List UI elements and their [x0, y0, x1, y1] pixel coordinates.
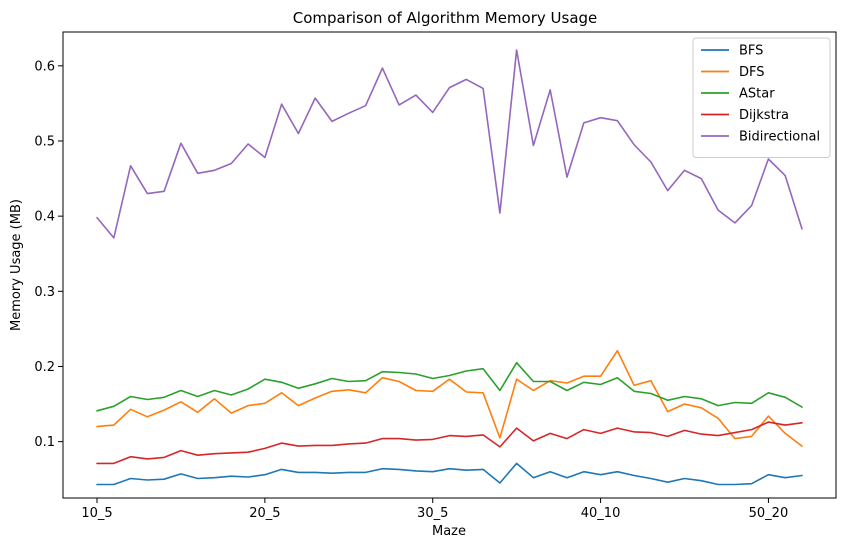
y-tick-label: 0.3 — [34, 285, 55, 300]
legend-label: AStar — [739, 87, 775, 102]
x-tick-label: 20_5 — [249, 506, 280, 521]
legend: BFS DFS AStar Dijkstra Bidirectional — [692, 37, 831, 158]
legend-box — [692, 37, 831, 158]
series-line-dfs — [96, 349, 803, 447]
y-axis-title: Memory Usage (MB) — [9, 199, 24, 331]
y-axis: 0.1 0.2 0.3 0.4 0.5 0.6 — [34, 59, 63, 450]
series-line-astar — [96, 361, 803, 412]
legend-label: DFS — [739, 65, 765, 80]
x-tick-label: 30_5 — [417, 506, 448, 521]
x-axis-title: Maze — [432, 524, 466, 539]
plot-frame — [62, 31, 837, 499]
series-layer — [96, 49, 803, 486]
legend-label: BFS — [739, 44, 763, 59]
y-tick-label: 0.2 — [34, 360, 55, 375]
y-tick-label: 0.6 — [34, 59, 55, 74]
y-tick-label: 0.1 — [34, 435, 55, 450]
y-tick-label: 0.5 — [34, 134, 55, 149]
x-tick-label: 10_5 — [81, 506, 112, 521]
series-line-bidirectional — [96, 49, 803, 239]
x-tick-label: 40_10 — [581, 506, 621, 521]
series-line-dijkstra — [96, 421, 803, 465]
legend-label: Dijkstra — [739, 108, 789, 123]
x-axis: 10_5 20_5 30_5 40_10 50_20 — [81, 498, 788, 521]
legend-label: Bidirectional — [739, 130, 820, 145]
chart-title: Comparison of Algorithm Memory Usage — [293, 9, 598, 27]
y-tick-label: 0.4 — [34, 210, 55, 225]
x-tick-label: 50_20 — [749, 506, 789, 521]
series-line-bfs — [96, 462, 803, 486]
